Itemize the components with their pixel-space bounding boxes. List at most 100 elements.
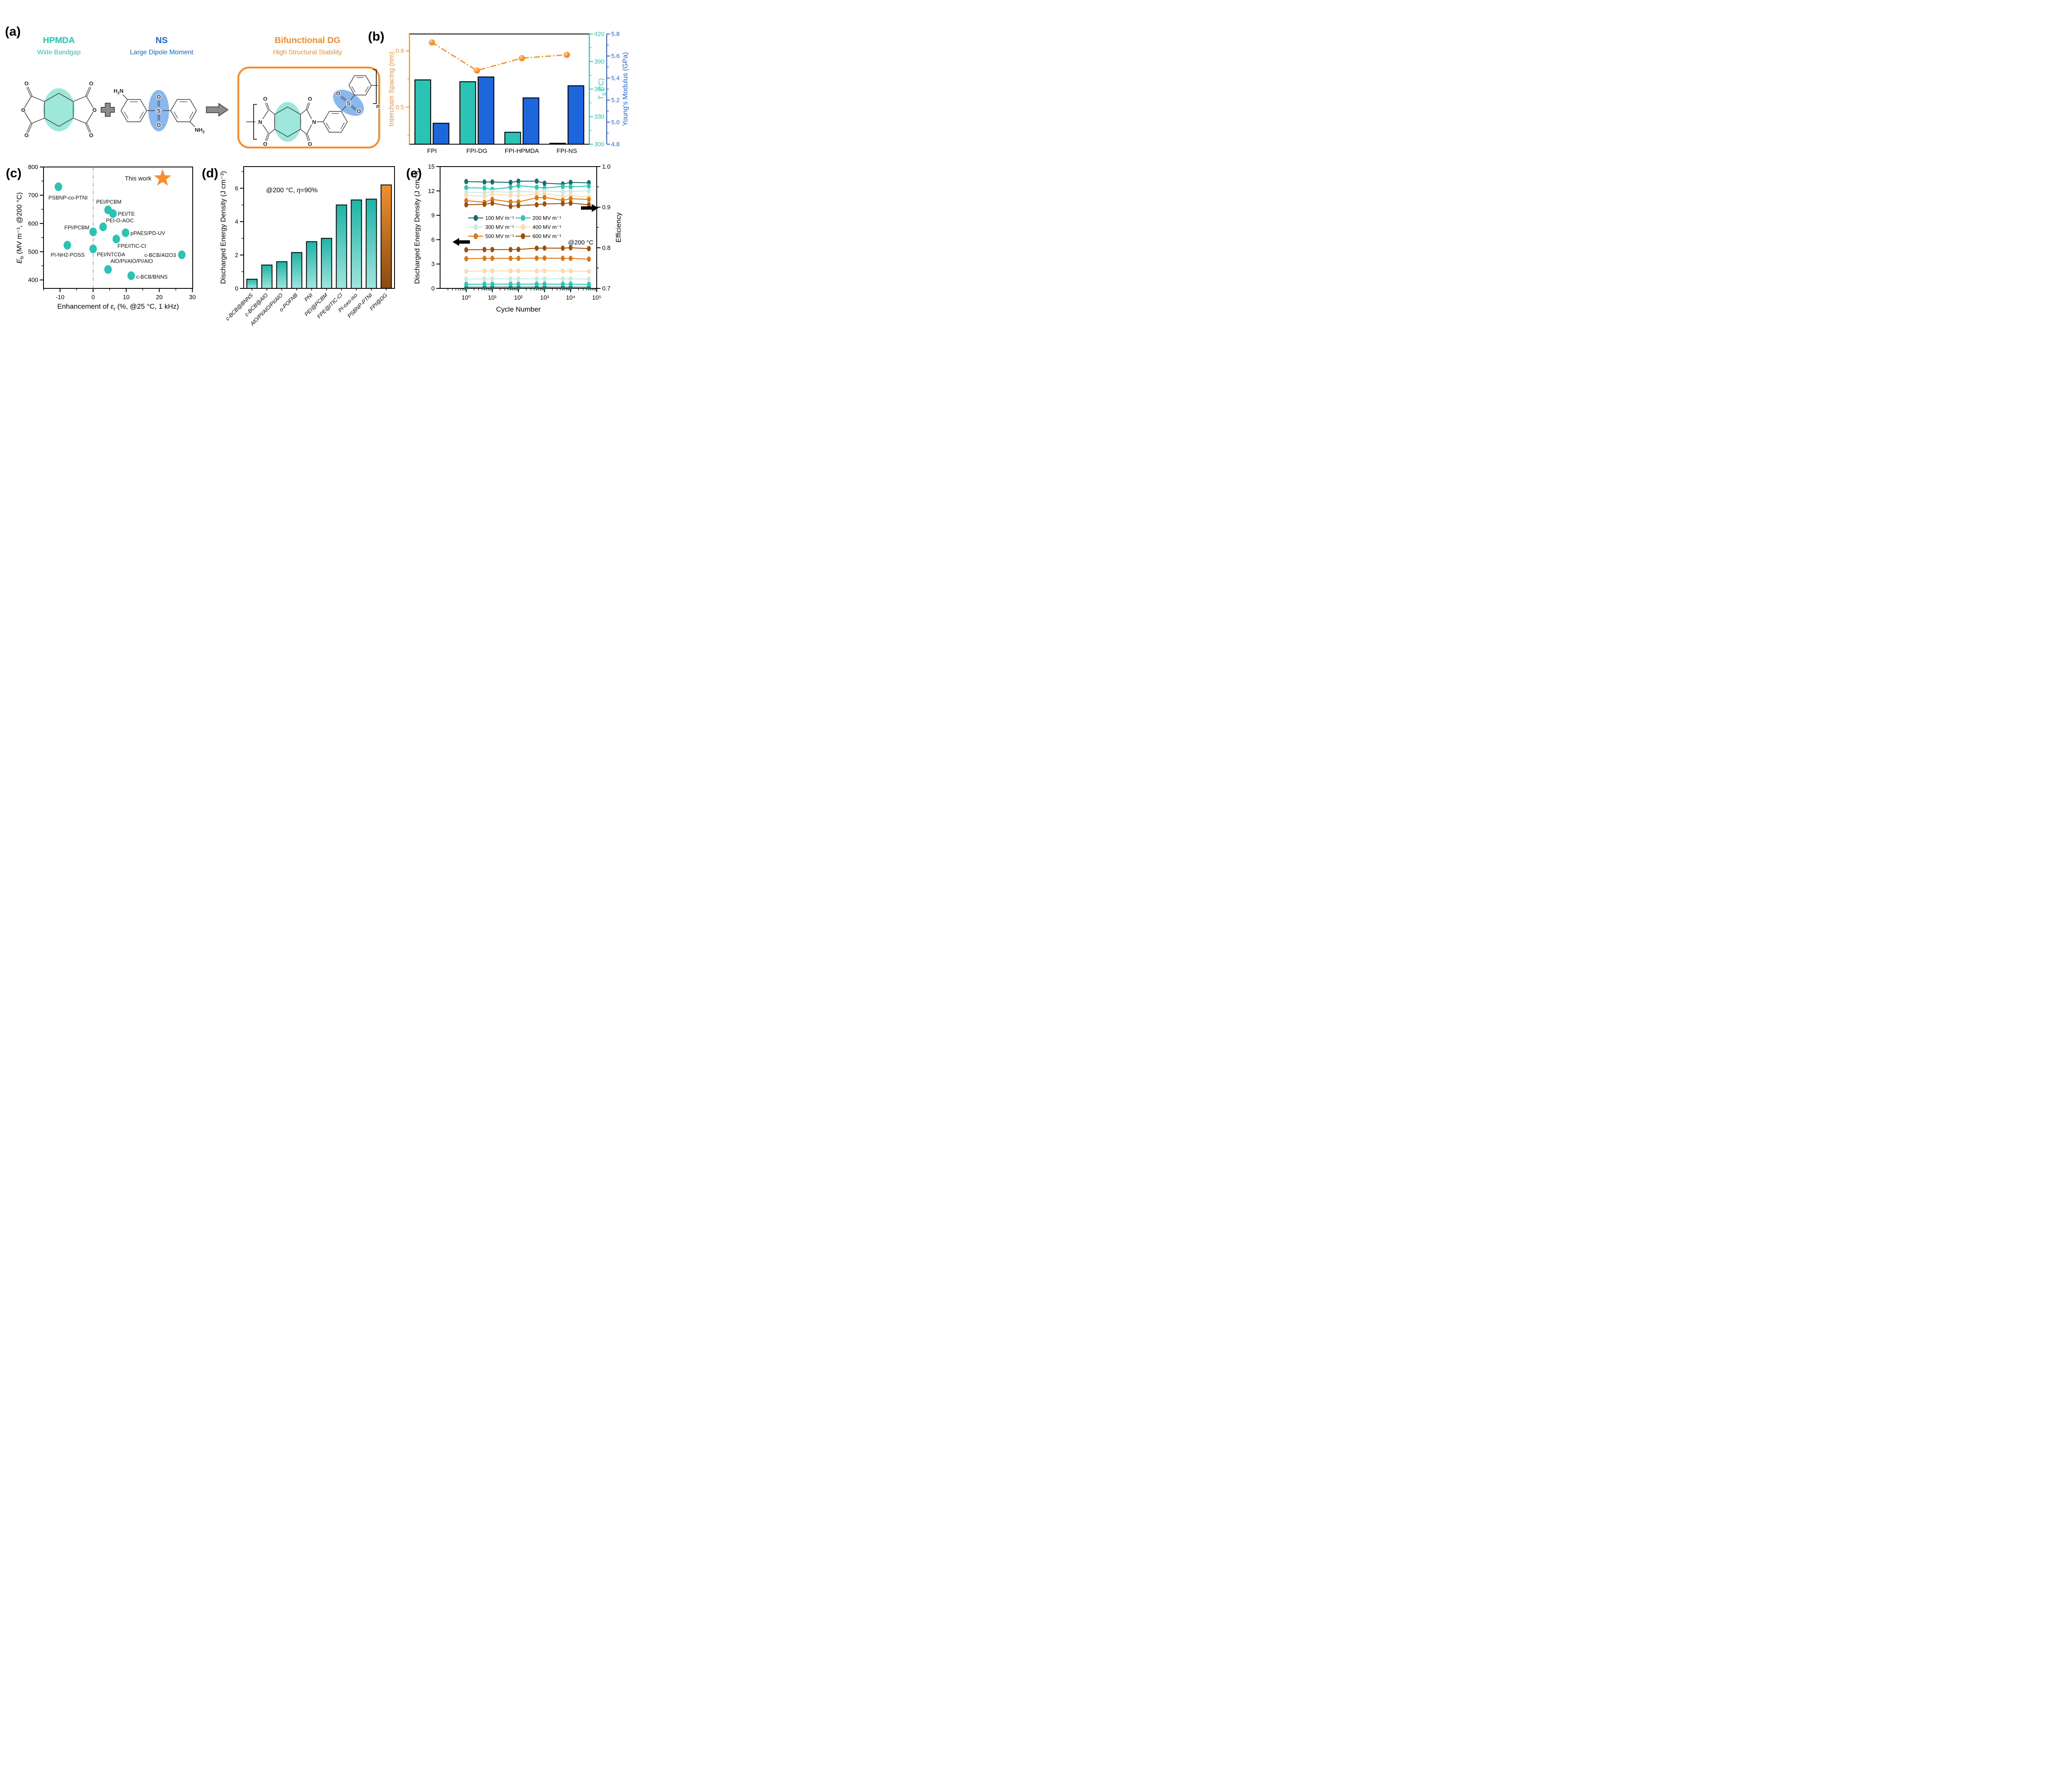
bar-o-POFNB — [291, 252, 303, 289]
svg-text:10³: 10³ — [540, 295, 549, 301]
panel-label-c: (c) — [6, 166, 22, 180]
svg-text:FPI: FPI — [427, 148, 437, 155]
svg-text:S: S — [347, 100, 351, 106]
bar-FPI@DG — [380, 184, 392, 289]
panel-label-d: (d) — [202, 166, 218, 180]
chart-b: FPI FPI-DG FPI-HPMDA FPI-NS 0.5 0.6Interchain… — [387, 31, 629, 155]
series-300 MV m⁻¹ — [464, 188, 591, 282]
svg-text:@200 °C, η=90%: @200 °C, η=90% — [266, 187, 318, 194]
series-200 MV m⁻¹ — [464, 183, 591, 287]
svg-text:PI-NH2-POSS: PI-NH2-POSS — [51, 252, 85, 258]
svg-text:O: O — [263, 141, 267, 147]
svg-text:300: 300 — [594, 141, 604, 148]
svg-text:Efficiency: Efficiency — [615, 212, 622, 242]
panel-label-e: (e) — [406, 166, 422, 180]
svg-text:5.8: 5.8 — [611, 31, 620, 38]
svg-text:6: 6 — [431, 237, 435, 243]
svg-text:PEI-O-AOC: PEI-O-AOC — [106, 217, 134, 223]
point-pPAES/PD-UV — [121, 228, 129, 237]
left-axis-arrow — [453, 238, 470, 246]
svg-text:4: 4 — [235, 219, 238, 225]
svg-text:20: 20 — [156, 294, 162, 301]
figure: (a) (b) (c) (d) (e) HPMDA Wide Bandgap N… — [0, 0, 637, 358]
svg-text:5.4: 5.4 — [611, 75, 620, 82]
point-PEI/NTCDA — [89, 244, 97, 254]
svg-text:700: 700 — [28, 192, 38, 199]
svg-text:10²: 10² — [514, 295, 523, 301]
bar-c-BCB@AlO — [261, 264, 273, 289]
dg-title: Bifunctional DG — [274, 36, 341, 45]
svg-text:Interchain Spacing (nm): Interchain Spacing (nm) — [387, 52, 395, 126]
svg-text:4.8: 4.8 — [611, 141, 620, 148]
series-600 MV m⁻¹ — [464, 200, 591, 253]
svg-text:Eb (MV m⁻¹, @200 °C): Eb (MV m⁻¹, @200 °C) — [15, 192, 24, 264]
svg-text:12: 12 — [428, 188, 435, 195]
svg-text:5.6: 5.6 — [611, 53, 620, 60]
svg-text:Cycle Number: Cycle Number — [496, 305, 541, 313]
svg-text:10⁴: 10⁴ — [566, 295, 575, 301]
svg-text:1.0: 1.0 — [602, 164, 610, 170]
point-PSBNP-co-PTNI — [54, 182, 62, 191]
svg-text:This work: This work — [125, 175, 152, 182]
chart-d: 0246c-BCB@BNNSc-BCB@AlOAlO/PI/AlO/PI/AlO… — [219, 166, 395, 327]
panel-label-a: (a) — [5, 24, 21, 39]
bar-PNI — [306, 241, 317, 289]
svg-text:100 MV m⁻¹: 100 MV m⁻¹ — [485, 215, 514, 221]
tg-bar-FPI-DG — [459, 81, 476, 145]
svg-text:O: O — [21, 107, 25, 113]
tg-bar-FPI — [414, 79, 431, 145]
svg-text:O: O — [157, 94, 161, 100]
svg-text:O: O — [308, 141, 312, 147]
point-PI-NH2-POSS — [63, 241, 71, 250]
svg-text:O: O — [92, 107, 97, 113]
svg-text:10¹: 10¹ — [488, 295, 497, 301]
svg-text:3: 3 — [431, 261, 435, 268]
svg-text:O: O — [24, 132, 29, 138]
svg-text:H2N: H2N — [114, 88, 123, 95]
svg-text:500: 500 — [28, 249, 38, 255]
hpmda-title: HPMDA — [43, 36, 75, 45]
svg-text:30: 30 — [189, 294, 196, 301]
svg-text:Discharged Energy Density (J c: Discharged Energy Density (J cm⁻³) — [413, 171, 421, 284]
svg-text:600 MV m⁻¹: 600 MV m⁻¹ — [533, 233, 561, 239]
tg-bar-FPI-NS — [549, 143, 566, 145]
spacing-point-FPI-NS — [564, 51, 570, 58]
svg-text:0: 0 — [92, 294, 95, 301]
modulus-bar-FPI-DG — [477, 76, 494, 145]
svg-text:N: N — [312, 119, 316, 125]
svg-text:2: 2 — [235, 252, 238, 259]
svg-text:O: O — [336, 90, 340, 97]
svg-text:6: 6 — [235, 185, 238, 192]
spacing-point-FPI-DG — [474, 67, 480, 74]
svg-text:800: 800 — [28, 164, 38, 171]
point-AlO/PI/AlO/PI/AlO — [104, 265, 112, 274]
svg-text:O: O — [308, 96, 312, 102]
bar-PEI@PCBM — [321, 238, 332, 289]
svg-text:420: 420 — [594, 31, 604, 38]
svg-text:O: O — [89, 132, 93, 138]
svg-text:FPI/PCBM: FPI/PCBM — [64, 225, 89, 231]
svg-text:NH2: NH2 — [195, 127, 205, 134]
svg-text:300 MV m⁻¹: 300 MV m⁻¹ — [485, 224, 514, 230]
svg-text:200 MV m⁻¹: 200 MV m⁻¹ — [533, 215, 561, 221]
svg-text:FPI-NS: FPI-NS — [557, 148, 577, 155]
svg-text:10: 10 — [123, 294, 129, 301]
bar-c-BCB@BNNS — [246, 278, 258, 289]
svg-text:FPE/ITIC-Cl: FPE/ITIC-Cl — [118, 243, 146, 249]
spacing-point-FPI — [428, 39, 435, 46]
bar-PI-oxo-iso — [351, 199, 362, 289]
svg-text:O: O — [24, 80, 29, 87]
svg-text:0.5: 0.5 — [396, 104, 404, 111]
svg-text:S: S — [157, 108, 161, 114]
svg-text:390: 390 — [594, 59, 604, 65]
svg-text:PEI/PCBM: PEI/PCBM — [96, 199, 121, 205]
point-FPI/PCBM — [89, 227, 97, 237]
chart-e: 0 3 6 9 12 15 0.7 0.8 0.9 1.0 10⁰ 10¹ 10² 10³ 10⁴ 10⁵ 10… — [413, 164, 622, 313]
svg-text:0.7: 0.7 — [602, 285, 610, 292]
svg-text:O: O — [263, 96, 267, 102]
svg-text:FPI-DG: FPI-DG — [466, 148, 487, 155]
svg-text:Young's Modulus (GPa): Young's Modulus (GPa) — [621, 52, 629, 126]
modulus-bar-FPI — [433, 123, 450, 145]
svg-text:360: 360 — [594, 86, 604, 93]
